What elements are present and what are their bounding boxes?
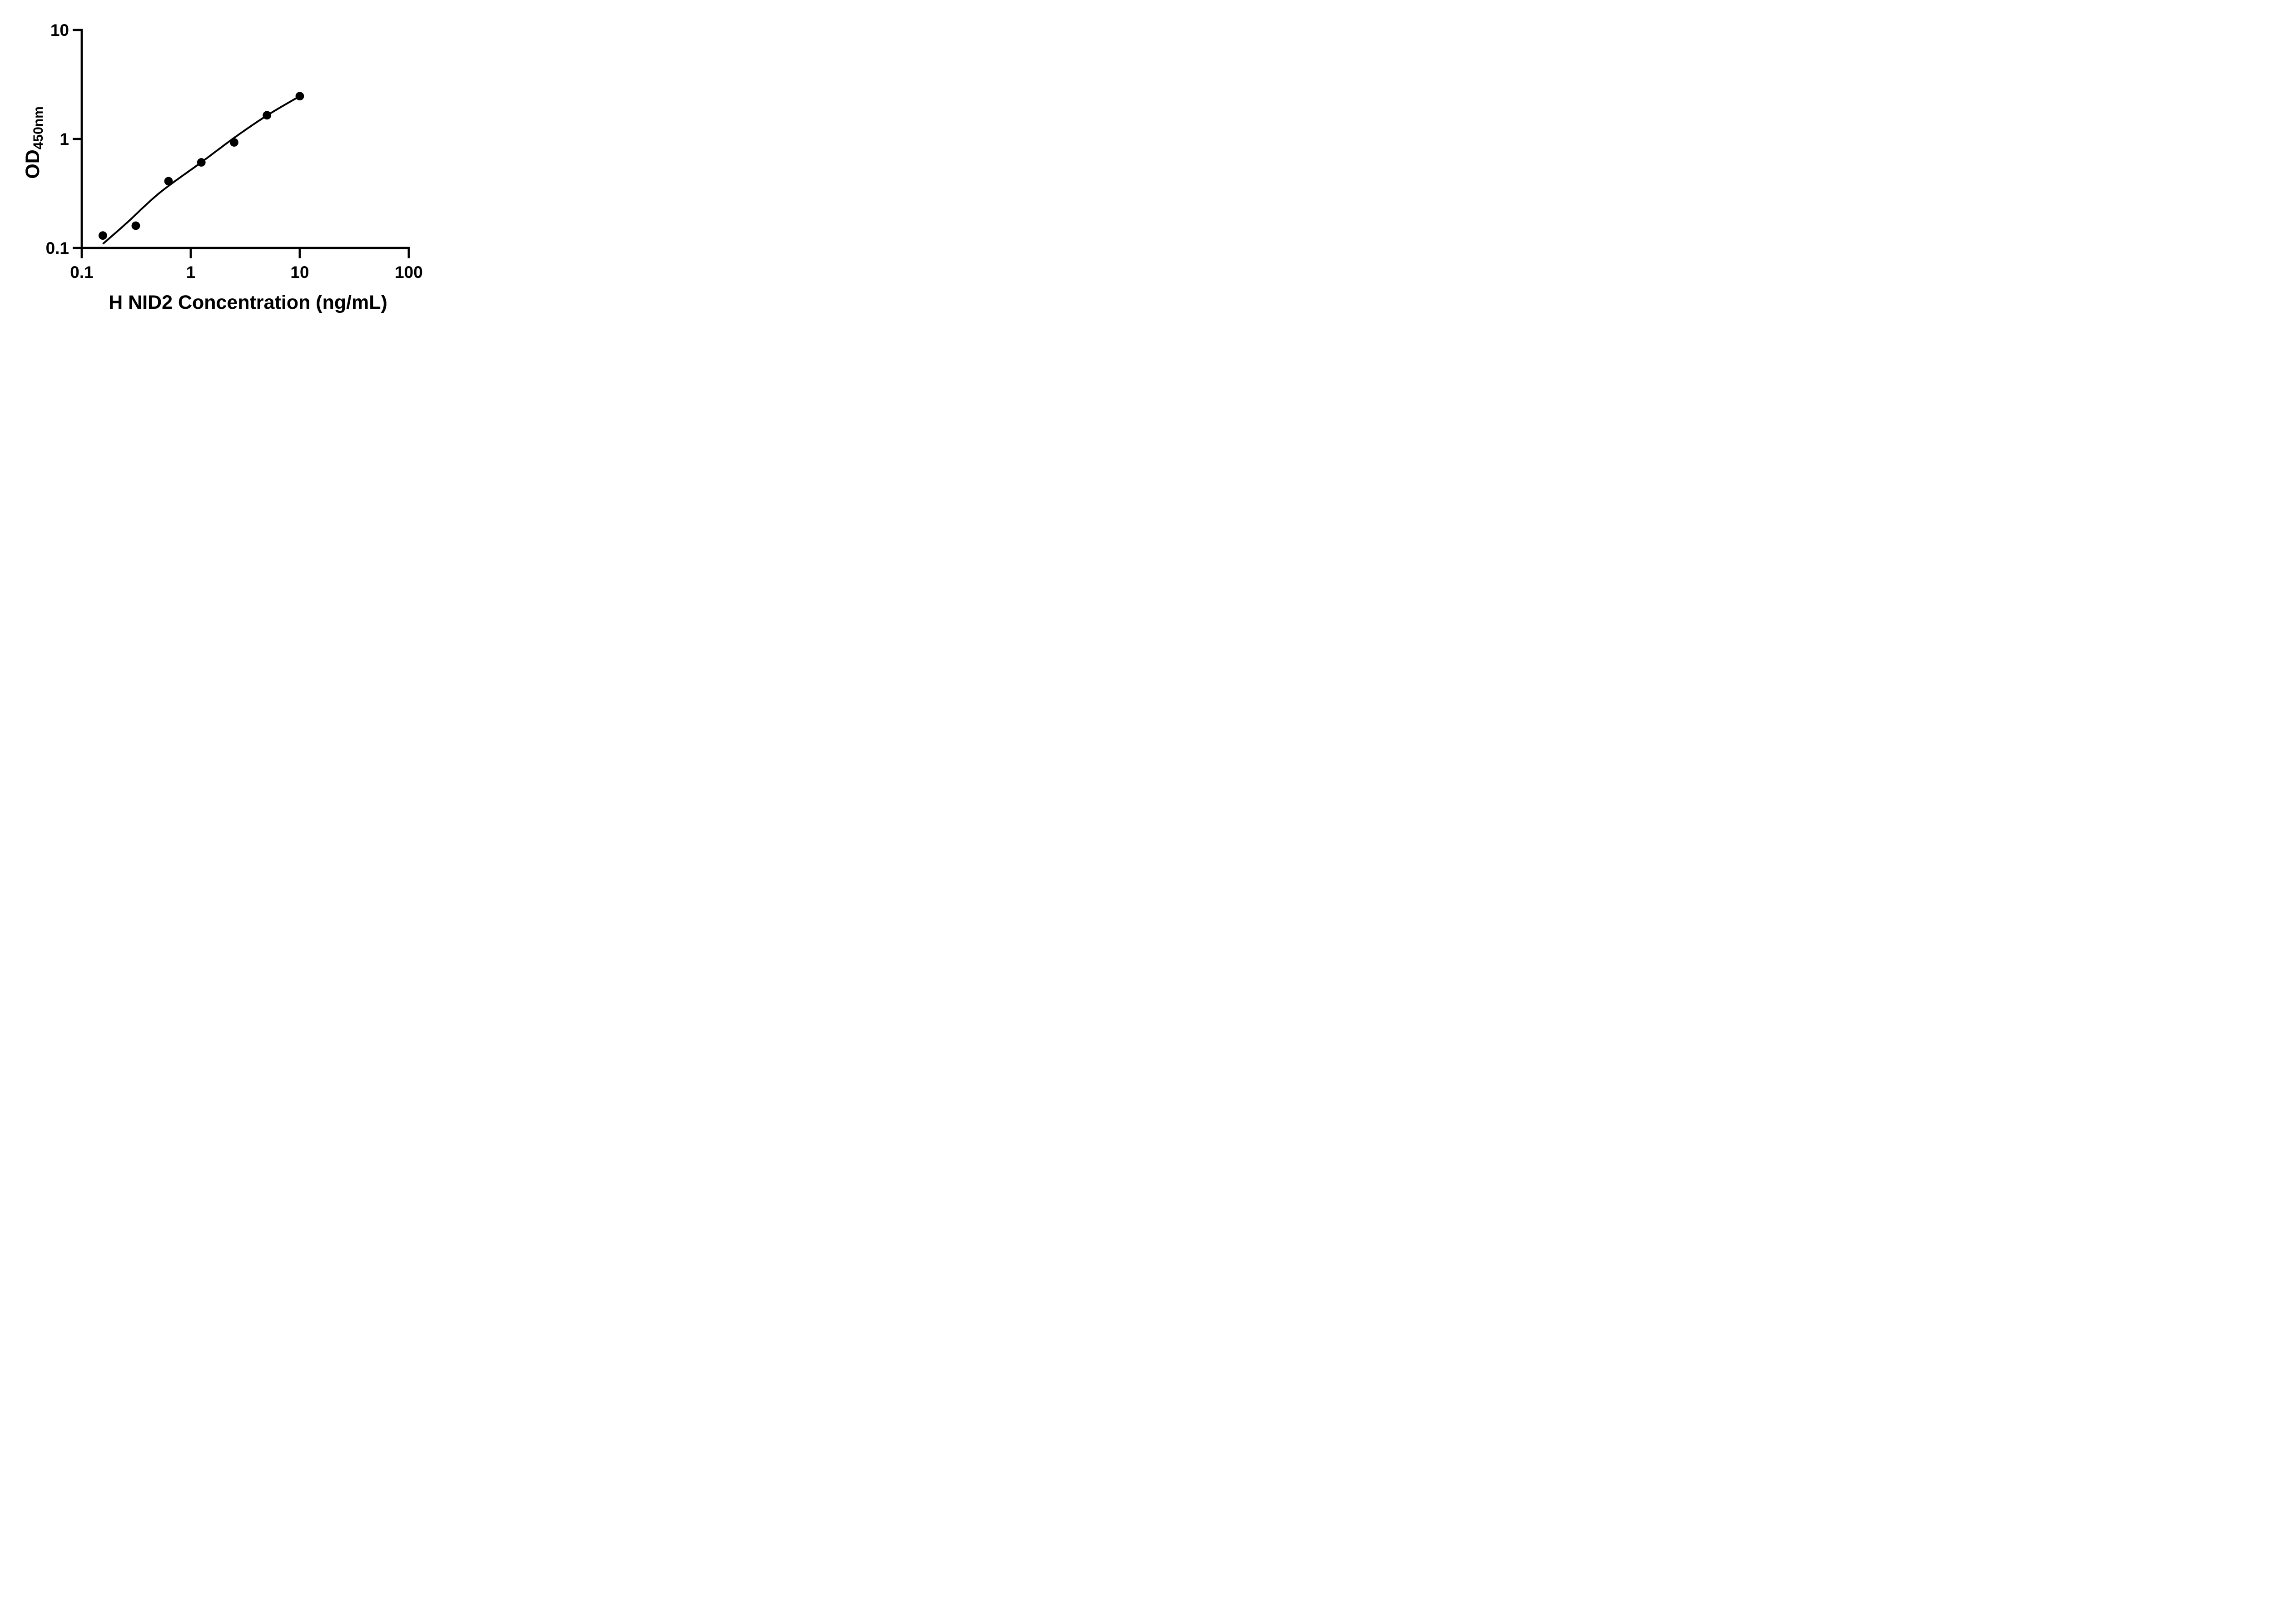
y-tick-label-0.1: 0.1 [46, 239, 69, 257]
y-axis-title-subscript: 450nm [31, 106, 46, 149]
data-point-1 [98, 231, 107, 240]
data-point-2 [131, 221, 140, 230]
data-point-4 [197, 158, 206, 167]
data-point-5 [230, 138, 238, 147]
y-tick-label-10: 10 [50, 21, 69, 40]
data-point-6 [263, 111, 272, 120]
y-tick-label-1: 1 [60, 130, 69, 149]
x-tick-label-100: 100 [395, 263, 423, 282]
elisa-standard-curve-figure: 0.1 1 10 0.1 1 10 100 H NID2 Concentration (ng/… [0, 0, 461, 325]
x-tick-label-0.1: 0.1 [70, 263, 93, 282]
x-axis-title: H NID2 Concentration (ng/mL) [109, 292, 387, 313]
data-point-7 [295, 92, 304, 101]
y-axis-title: OD450nm [22, 106, 46, 179]
standard-curve-chart: 0.1 1 10 0.1 1 10 100 H NID2 Concentration (ng/… [0, 0, 461, 325]
chart-background [0, 0, 461, 325]
x-tick-label-10: 10 [290, 263, 309, 282]
x-tick-label-1: 1 [186, 263, 196, 282]
data-point-3 [164, 177, 173, 186]
y-axis-title-main: OD [22, 149, 44, 178]
